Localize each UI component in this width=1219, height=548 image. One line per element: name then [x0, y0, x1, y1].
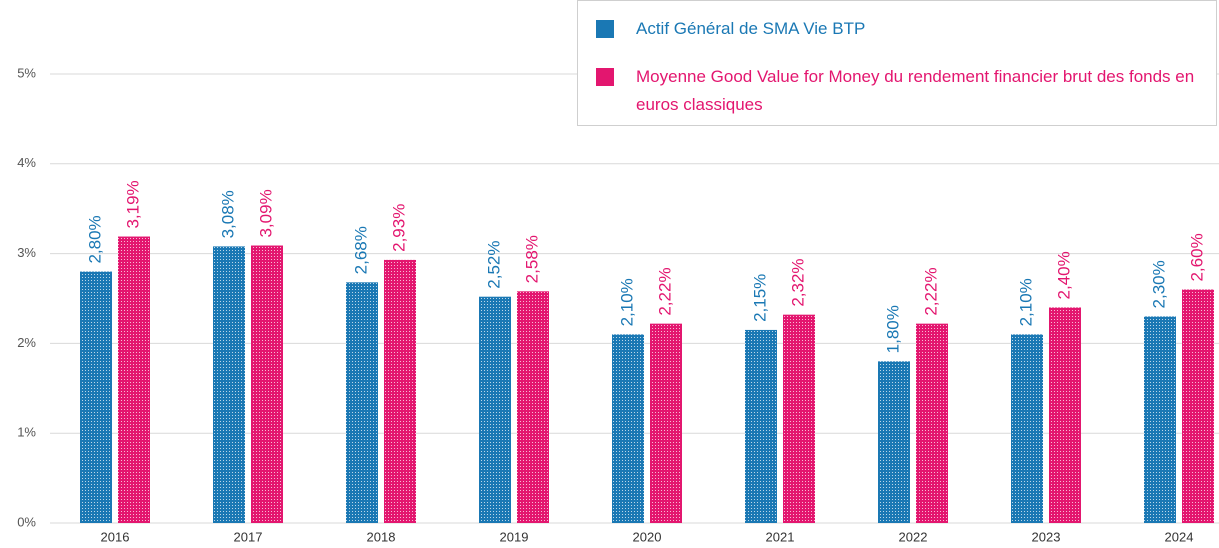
x-tick-label: 2021 [766, 529, 795, 544]
bar [80, 271, 112, 523]
bar [878, 361, 910, 523]
data-label: 3,08% [218, 190, 237, 238]
data-label: 2,40% [1054, 251, 1073, 299]
bar [1182, 289, 1214, 523]
bar [384, 259, 416, 523]
data-label: 2,32% [788, 258, 807, 306]
y-tick-label: 3% [17, 245, 36, 260]
data-label: 3,19% [123, 180, 142, 228]
data-label: 2,15% [750, 274, 769, 322]
x-tick-label: 2024 [1165, 529, 1194, 544]
legend-entry: Actif Général de SMA Vie BTP [596, 15, 1208, 43]
bar [745, 329, 777, 523]
data-label: 2,80% [85, 215, 104, 263]
legend-entry: Moyenne Good Value for Money du rendemen… [596, 63, 1208, 119]
x-tick-label: 2018 [367, 529, 396, 544]
data-label: 2,10% [1016, 278, 1035, 326]
bar [346, 282, 378, 523]
bar [1011, 334, 1043, 523]
legend-label: Moyenne Good Value for Money du rendemen… [636, 67, 1195, 114]
legend-swatch [596, 20, 614, 38]
bar [1049, 307, 1081, 523]
x-tick-label: 2022 [899, 529, 928, 544]
bar [213, 246, 245, 523]
y-tick-label: 1% [17, 425, 36, 440]
data-label: 2,10% [617, 278, 636, 326]
bar [650, 323, 682, 523]
bar [783, 314, 815, 523]
data-label: 2,22% [921, 267, 940, 315]
data-label: 2,68% [351, 226, 370, 274]
bar [916, 323, 948, 523]
data-label: 2,30% [1149, 260, 1168, 308]
bar [612, 334, 644, 523]
data-label: 3,09% [256, 189, 275, 237]
data-label: 2,93% [389, 204, 408, 252]
y-tick-label: 4% [17, 155, 36, 170]
bar [517, 291, 549, 523]
legend-swatch [596, 68, 614, 86]
x-tick-label: 2016 [101, 529, 130, 544]
legend: Actif Général de SMA Vie BTP Moyenne Good… [577, 0, 1217, 126]
x-tick-label: 2017 [234, 529, 263, 544]
bar [118, 236, 150, 523]
x-tick-label: 2019 [500, 529, 529, 544]
x-tick-label: 2023 [1032, 529, 1061, 544]
data-label: 1,80% [883, 305, 902, 353]
y-tick-label: 0% [17, 514, 36, 529]
bar [1144, 316, 1176, 523]
bar [479, 296, 511, 523]
bar [251, 245, 283, 523]
y-tick-label: 2% [17, 335, 36, 350]
data-label: 2,52% [484, 241, 503, 289]
legend-label: Actif Général de SMA Vie BTP [636, 19, 866, 38]
data-label: 2,60% [1187, 233, 1206, 281]
y-tick-label: 5% [17, 65, 36, 80]
data-label: 2,22% [655, 267, 674, 315]
data-label: 2,58% [522, 235, 541, 283]
x-tick-label: 2020 [633, 529, 662, 544]
